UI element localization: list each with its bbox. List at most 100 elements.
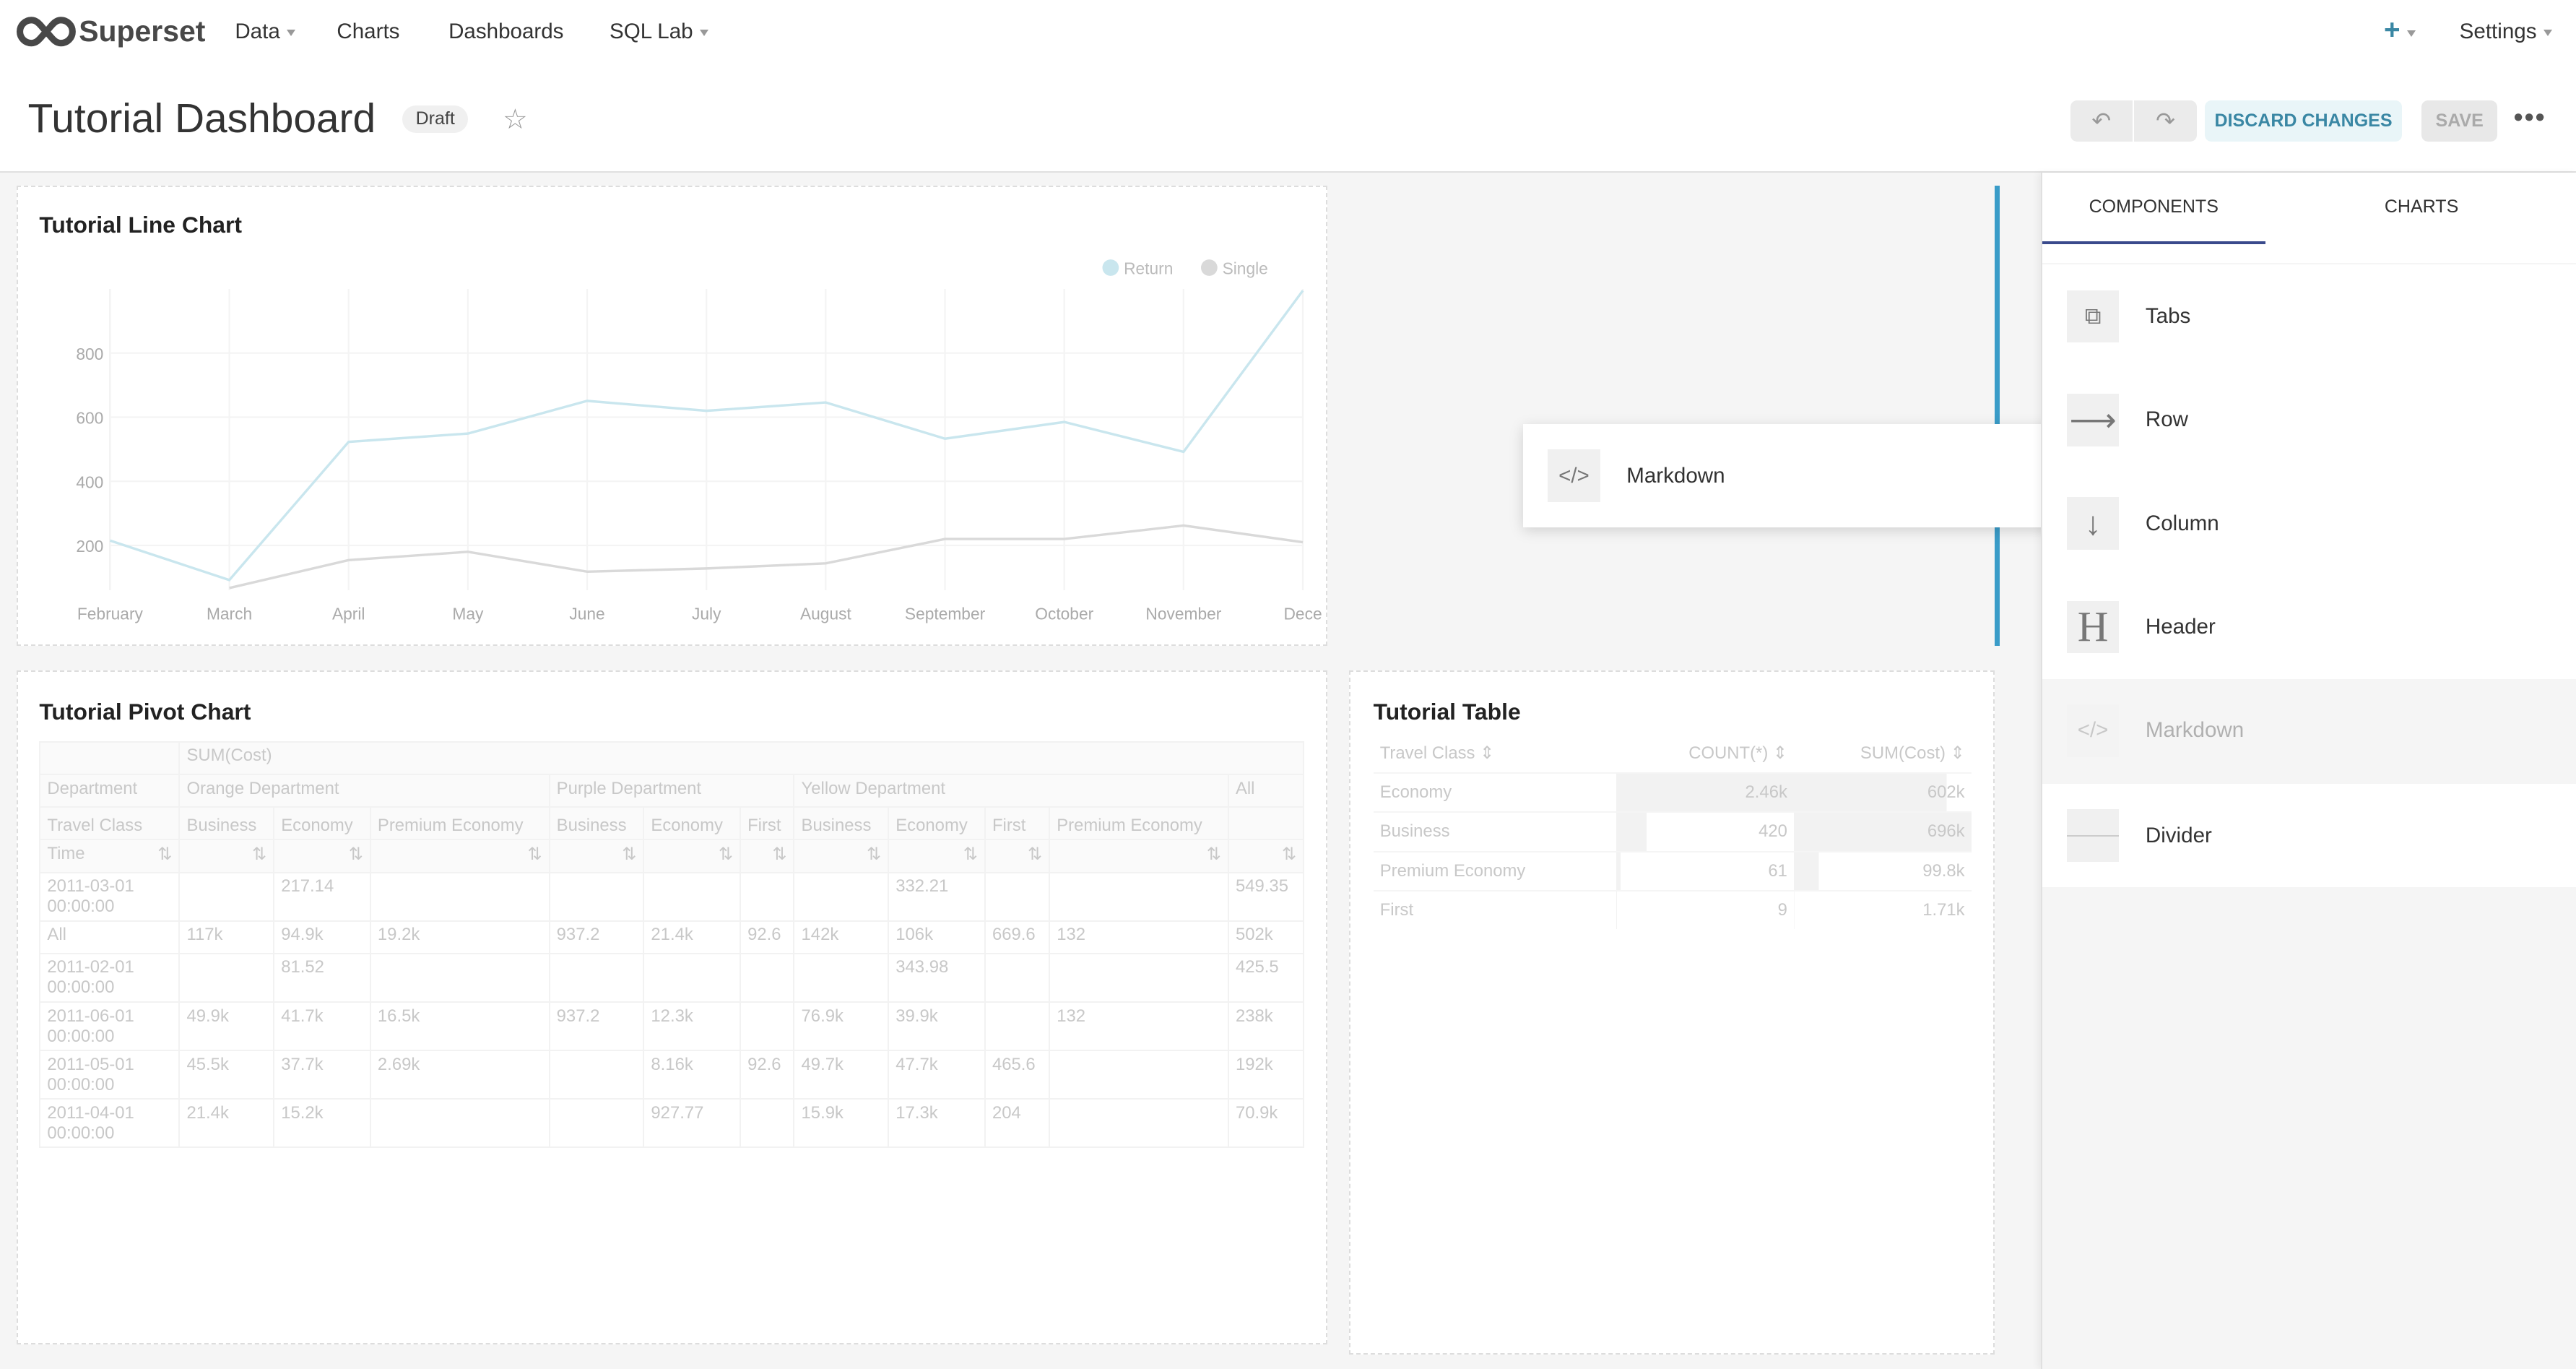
value-cell xyxy=(984,871,1051,922)
nav-data-label: Data xyxy=(235,20,280,44)
column-header[interactable]: Travel Class ⇕ xyxy=(1379,743,1495,764)
column-header[interactable]: COUNT(*) ⇕ xyxy=(1688,743,1787,764)
sort-icon[interactable]: ⇅ xyxy=(527,844,542,864)
save-button[interactable]: SAVE xyxy=(2421,100,2497,142)
table-row: Department Orange Department Purple Depart… xyxy=(39,773,1305,808)
x-tick-label: September xyxy=(905,604,986,623)
value-cell: 21.4k xyxy=(178,1098,275,1149)
nav-sql-lab-label: SQL Lab xyxy=(610,20,693,44)
row-header: Department xyxy=(39,773,181,808)
series-line-return xyxy=(109,290,1304,582)
travel-class-header: Business xyxy=(178,806,275,841)
table-cell: Premium Economy xyxy=(1373,850,1617,891)
sort-icon[interactable]: ⇅ xyxy=(772,844,787,864)
table-cell: 9 xyxy=(1616,889,1795,930)
value-cell xyxy=(178,871,275,922)
component-label: Header xyxy=(2145,614,2216,639)
value-cell xyxy=(548,871,645,922)
y-tick-label: 400 xyxy=(76,472,103,491)
tab-components[interactable]: COMPONENTS xyxy=(2042,173,2265,245)
brand-name: Superset xyxy=(79,14,206,48)
value-cell: 238k xyxy=(1227,1001,1305,1052)
component-markdown[interactable]: </> Markdown xyxy=(2042,678,2576,782)
component-tabs[interactable]: ⧉ Tabs xyxy=(2042,264,2576,368)
department-header: Yellow Department xyxy=(793,773,1229,808)
value-cell xyxy=(793,952,890,1003)
x-tick-label: February xyxy=(77,604,144,623)
sort-cell: ⇅ xyxy=(369,839,550,873)
value-cell: 94.9k xyxy=(273,920,371,954)
sort-icon[interactable]: ⇅ xyxy=(1206,844,1221,864)
sort-cell: ⇅ xyxy=(739,839,795,873)
sort-icon[interactable]: ⇅ xyxy=(718,844,733,864)
sort-icon[interactable]: ⇅ xyxy=(867,844,882,864)
sort-icon[interactable]: ⇅ xyxy=(348,844,363,864)
line-chart-card[interactable]: Tutorial Line Chart February March April Ma… xyxy=(16,186,1328,647)
sort-cell: ⇅ xyxy=(548,839,645,873)
legend-label-single: Single xyxy=(1222,259,1267,278)
row-label: 2011-02-01 00:00:00 xyxy=(39,952,181,1003)
travel-class-header: First xyxy=(739,806,795,841)
department-header: All xyxy=(1227,773,1305,808)
table-card[interactable]: Tutorial Table Travel Class ⇕ COUNT(*) ⇕ S… xyxy=(1348,670,1995,1355)
undo-button[interactable]: ↶ xyxy=(2070,100,2133,142)
more-options-icon[interactable]: ••• xyxy=(2513,102,2546,132)
table-cell: 2.46k xyxy=(1616,772,1795,813)
sort-icon[interactable]: ⇅ xyxy=(1281,844,1296,864)
table-row: 2011-02-01 00:00:00 81.52 343.98 425.5 xyxy=(39,952,1305,1003)
caret-down-icon xyxy=(699,29,708,36)
line-chart-title: Tutorial Line Chart xyxy=(39,212,243,238)
series-line-single xyxy=(228,524,1304,590)
x-tick-label: July xyxy=(692,604,721,623)
sort-icon[interactable]: ⇅ xyxy=(1028,844,1043,864)
nav-charts[interactable]: Charts xyxy=(337,20,400,44)
tab-charts[interactable]: CHARTS xyxy=(2384,197,2459,217)
superset-logo-icon xyxy=(16,17,76,47)
component-divider[interactable]: Divider xyxy=(2042,784,2576,888)
dashboard-title[interactable]: Tutorial Dashboard xyxy=(27,95,376,142)
row-label: All xyxy=(39,920,181,954)
component-row[interactable]: ⟶ Row xyxy=(2042,368,2576,472)
travel-class-header: Premium Economy xyxy=(369,806,550,841)
settings-menu[interactable]: Settings xyxy=(2460,20,2552,44)
table-row: All 117k 94.9k 19.2k 937.2 21.4k 92.6 142k 106k 6… xyxy=(39,920,1305,954)
caret-down-icon xyxy=(286,29,295,36)
value-cell: 76.9k xyxy=(793,1001,890,1052)
nav-dashboards[interactable]: Dashboards xyxy=(448,20,564,44)
value-cell: 45.5k xyxy=(178,1050,275,1100)
redo-button[interactable]: ↷ xyxy=(2134,100,2197,142)
value-cell: 332.21 xyxy=(888,871,986,922)
discard-changes-button[interactable]: DISCARD CHANGES xyxy=(2205,100,2403,142)
component-label: Row xyxy=(2145,407,2188,432)
column-header[interactable]: SUM(Cost) ⇕ xyxy=(1860,743,1965,764)
value-cell xyxy=(178,952,275,1003)
markdown-preview-label: Markdown xyxy=(1626,463,1725,488)
table-row: Travel Class Business Economy Premium Econo… xyxy=(39,806,1305,841)
draft-badge: Draft xyxy=(402,105,468,133)
value-cell: 204 xyxy=(984,1098,1051,1149)
value-cell: 41.7k xyxy=(273,1001,371,1052)
value-cell: 2.69k xyxy=(369,1050,550,1100)
component-column[interactable]: ↓ Column xyxy=(2042,471,2576,576)
sort-icon[interactable]: ⇅ xyxy=(252,844,267,864)
builder-sidebar: COMPONENTS CHARTS ⧉ Tabs ⟶ Row ↓ Column H He… xyxy=(2040,172,2576,1369)
value-cell: 132 xyxy=(1049,920,1229,954)
sort-icon[interactable]: ⇅ xyxy=(963,844,978,864)
markdown-drag-preview[interactable]: </> Markdown xyxy=(1522,423,2064,528)
caret-down-icon xyxy=(2406,30,2416,38)
top-nav: Superset Data Charts Dashboards SQL Lab … xyxy=(0,0,2576,66)
nav-sql-lab[interactable]: SQL Lab xyxy=(610,20,708,44)
sort-icon[interactable]: ⇅ xyxy=(622,844,637,864)
sort-icon[interactable]: ⇅ xyxy=(157,844,173,864)
brand-logo[interactable]: Superset xyxy=(16,14,206,48)
divider-icon xyxy=(2066,809,2120,863)
nav-data[interactable]: Data xyxy=(235,20,295,44)
star-icon[interactable]: ☆ xyxy=(503,104,528,136)
pivot-chart-card[interactable]: Tutorial Pivot Chart SUM(Cost) Department… xyxy=(16,670,1328,1344)
value-cell: 132 xyxy=(1049,1001,1229,1052)
component-header[interactable]: H Header xyxy=(2042,575,2576,679)
new-button[interactable]: + xyxy=(2384,14,2416,46)
redo-icon: ↷ xyxy=(2156,108,2175,134)
value-cell: 217.14 xyxy=(273,871,371,922)
value-cell: 49.9k xyxy=(178,1001,275,1052)
